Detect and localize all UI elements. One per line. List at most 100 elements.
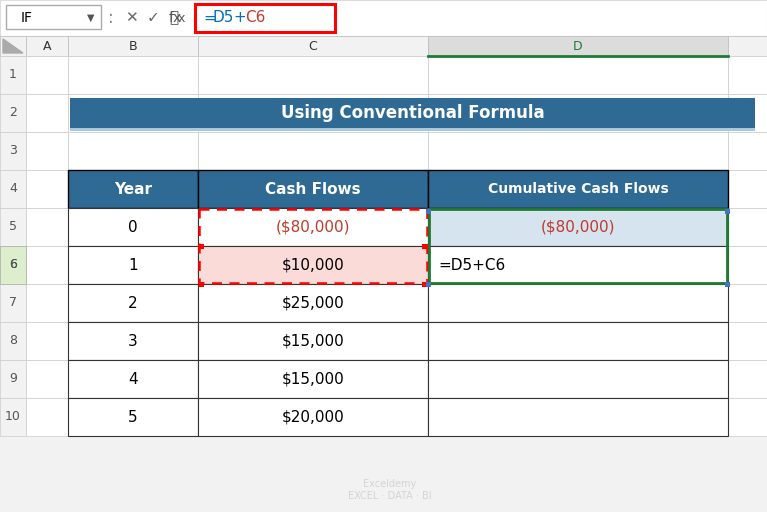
Bar — [728, 284, 767, 322]
Bar — [199, 244, 204, 249]
Bar — [26, 398, 68, 436]
Bar — [6, 5, 101, 29]
Bar — [198, 208, 428, 246]
Text: Cash Flows: Cash Flows — [265, 181, 360, 197]
Text: :: : — [108, 9, 114, 27]
Bar — [26, 132, 68, 170]
Bar — [428, 246, 728, 284]
Bar — [428, 208, 728, 246]
Bar — [428, 360, 728, 398]
Bar — [68, 170, 198, 208]
Bar — [199, 282, 204, 287]
Bar — [68, 398, 198, 436]
Bar — [0, 94, 26, 132]
Bar — [26, 56, 68, 94]
Bar — [728, 208, 767, 246]
Text: ($80,000): ($80,000) — [541, 220, 615, 234]
Bar — [26, 246, 68, 284]
Bar — [68, 246, 198, 284]
Bar — [428, 94, 728, 132]
Text: ($80,000): ($80,000) — [276, 220, 351, 234]
Text: 3: 3 — [9, 144, 17, 158]
Bar — [728, 322, 767, 360]
Bar — [429, 209, 727, 283]
Bar — [70, 128, 755, 131]
Bar — [428, 170, 728, 208]
Bar — [198, 322, 428, 360]
Text: D5: D5 — [213, 11, 235, 26]
Text: 7: 7 — [9, 296, 17, 309]
Bar — [0, 284, 26, 322]
Text: Using Conventional Formula: Using Conventional Formula — [281, 104, 545, 122]
Bar — [68, 94, 198, 132]
Bar — [195, 4, 335, 32]
Text: 1: 1 — [128, 258, 138, 272]
Text: 2: 2 — [9, 106, 17, 119]
Text: +: + — [233, 11, 245, 26]
Bar — [68, 322, 198, 360]
Bar — [198, 170, 428, 208]
Bar — [198, 360, 428, 398]
Bar — [68, 284, 198, 322]
Bar — [199, 209, 427, 283]
Bar — [26, 322, 68, 360]
Bar — [728, 132, 767, 170]
Bar — [0, 398, 26, 436]
Text: 1: 1 — [9, 69, 17, 81]
Bar — [198, 398, 428, 436]
Bar — [0, 56, 26, 94]
Bar — [198, 94, 428, 132]
Text: IF: IF — [21, 11, 33, 25]
Bar — [198, 208, 428, 246]
Bar — [0, 322, 26, 360]
Bar — [68, 246, 198, 284]
Bar — [428, 360, 728, 398]
Text: ▼: ▼ — [87, 13, 95, 23]
Bar — [728, 56, 767, 94]
Text: 4: 4 — [128, 372, 138, 387]
Bar — [426, 282, 431, 287]
Bar — [728, 170, 767, 208]
Text: B: B — [129, 39, 137, 53]
Bar — [26, 170, 68, 208]
Bar — [198, 246, 428, 284]
Bar — [428, 284, 728, 322]
Bar — [428, 36, 728, 56]
Text: ✓: ✓ — [146, 11, 160, 26]
Text: =D5+C6: =D5+C6 — [438, 258, 505, 272]
Bar — [198, 360, 428, 398]
Text: 9: 9 — [9, 373, 17, 386]
Bar — [68, 56, 198, 94]
Bar — [0, 170, 26, 208]
Bar — [68, 208, 198, 246]
Text: $20,000: $20,000 — [281, 410, 344, 424]
Bar — [0, 208, 26, 246]
Bar — [68, 132, 198, 170]
Bar — [26, 36, 68, 56]
Text: 6: 6 — [9, 259, 17, 271]
Bar — [68, 360, 198, 398]
Text: A: A — [43, 39, 51, 53]
Bar — [428, 208, 728, 246]
Bar — [198, 56, 428, 94]
Bar — [198, 36, 428, 56]
Bar — [198, 132, 428, 170]
Bar — [198, 322, 428, 360]
Text: ✕: ✕ — [124, 11, 137, 26]
Bar — [26, 360, 68, 398]
Bar — [26, 284, 68, 322]
Bar — [68, 322, 198, 360]
Text: 6: 6 — [9, 259, 17, 271]
Bar — [0, 36, 26, 56]
Bar — [426, 209, 431, 214]
Bar — [68, 36, 198, 56]
Bar — [198, 170, 428, 208]
Text: 𝑓: 𝑓 — [169, 11, 178, 26]
Bar — [198, 284, 428, 322]
Bar — [198, 284, 428, 322]
Bar — [428, 322, 728, 360]
Text: D: D — [573, 39, 583, 53]
Bar — [198, 246, 428, 284]
Bar — [70, 98, 755, 128]
Text: Cumulative Cash Flows: Cumulative Cash Flows — [488, 182, 668, 196]
